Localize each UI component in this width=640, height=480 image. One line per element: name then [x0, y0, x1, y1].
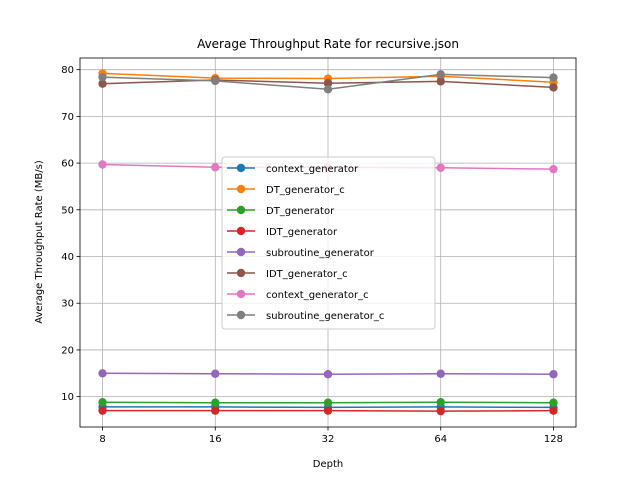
legend-marker — [236, 205, 246, 215]
y-tick-label: 10 — [61, 392, 74, 403]
y-tick-label: 40 — [61, 252, 74, 263]
y-axis-label: Average Throughput Rate (MB/s) — [34, 160, 45, 324]
y-tick-label: 70 — [61, 112, 74, 123]
x-axis-ticks: 8 16 32 64 128 — [99, 427, 563, 445]
legend-label: subroutine_generator_c — [266, 311, 384, 322]
data-point — [549, 370, 558, 379]
series-IDT_generator_c — [98, 75, 558, 92]
data-point — [211, 76, 220, 86]
data-point — [549, 83, 558, 92]
x-tick-label: 32 — [322, 434, 335, 445]
x-axis-label: Depth — [313, 459, 343, 470]
series-DT_generator — [98, 398, 558, 407]
legend-label: IDT_generator — [266, 227, 338, 238]
y-tick-label: 30 — [61, 299, 74, 310]
data-point — [98, 160, 107, 169]
legend-box — [221, 156, 436, 330]
data-point — [323, 406, 333, 415]
x-tick-label: 8 — [99, 434, 105, 445]
data-point — [211, 398, 220, 407]
legend-marker — [236, 163, 246, 173]
legend-label: IDT_generator_c — [266, 269, 348, 280]
data-point — [323, 79, 333, 88]
legend-marker — [236, 268, 246, 278]
x-tick-label: 16 — [209, 434, 222, 445]
data-point — [436, 77, 445, 86]
y-tick-label: 80 — [61, 65, 74, 76]
legend-marker — [236, 310, 246, 320]
data-point — [98, 406, 107, 415]
data-point — [98, 79, 107, 88]
legend-marker — [236, 184, 246, 194]
legend-label: context_generator — [266, 164, 359, 175]
chart-title: Average Throughput Rate for recursive.js… — [197, 37, 459, 51]
data-point — [436, 163, 445, 172]
x-tick-label: 128 — [544, 434, 563, 445]
legend-marker — [236, 247, 246, 257]
data-point — [436, 406, 445, 416]
x-tick-label: 64 — [434, 434, 447, 445]
data-point — [98, 369, 107, 378]
legend-marker — [236, 289, 246, 299]
data-point — [436, 369, 445, 378]
y-tick-label: 20 — [61, 345, 74, 356]
data-point — [436, 398, 445, 407]
y-tick-label: 60 — [61, 159, 74, 170]
legend-marker — [236, 226, 246, 236]
data-point — [549, 406, 558, 415]
legend-label: subroutine_generator — [266, 248, 375, 259]
data-point — [549, 164, 558, 174]
data-point — [323, 85, 333, 94]
data-point — [436, 70, 445, 79]
series-subroutine_generator — [98, 369, 558, 379]
data-point — [98, 398, 107, 407]
data-point — [549, 398, 558, 407]
data-point — [98, 72, 107, 82]
legend-label: context_generator_c — [266, 290, 369, 301]
data-point — [549, 73, 558, 82]
legend: context_generator DT_generator_c DT_genera… — [221, 156, 436, 330]
data-point — [211, 369, 220, 378]
data-point — [211, 406, 220, 415]
data-point — [323, 370, 333, 379]
y-tick-label: 50 — [61, 205, 74, 216]
legend-label: DT_generator — [266, 206, 335, 217]
series-IDT_generator — [98, 406, 558, 416]
legend-label: DT_generator_c — [266, 185, 345, 196]
series-subroutine_generator_c — [98, 70, 558, 94]
data-point — [211, 163, 220, 172]
data-point — [323, 398, 333, 407]
y-axis-ticks: 10 20 30 40 50 60 70 80 — [61, 65, 80, 403]
